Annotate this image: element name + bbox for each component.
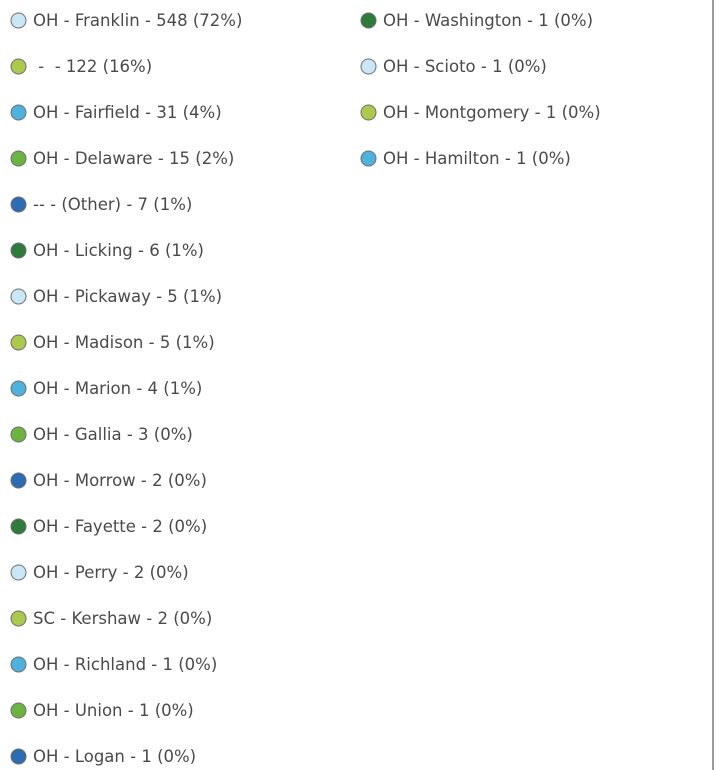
swatch-dot — [10, 518, 27, 534]
legend-swatch — [10, 380, 27, 396]
legend-swatch — [10, 656, 27, 672]
legend-label: OH - Pickaway - 5 (1%) — [33, 286, 223, 306]
legend-label: OH - Fayette - 2 (0%) — [33, 516, 208, 536]
legend-label: -- - (Other) - 7 (1%) — [33, 194, 193, 214]
legend-item: - - 122 (16%) — [10, 54, 152, 78]
legend-swatch — [10, 242, 27, 258]
legend-item: OH - Richland - 1 (0%) — [10, 652, 217, 676]
legend-label: SC - Kershaw - 2 (0%) — [33, 608, 213, 628]
legend-item: OH - Franklin - 548 (72%) — [10, 8, 242, 32]
legend-label: OH - Logan - 1 (0%) — [33, 746, 197, 766]
legend-swatch — [10, 58, 27, 74]
swatch-dot — [10, 58, 27, 74]
legend-label: OH - Richland - 1 (0%) — [33, 654, 218, 674]
legend-item: OH - Pickaway - 5 (1%) — [10, 284, 222, 308]
swatch-dot — [360, 58, 377, 74]
legend-item: OH - Gallia - 3 (0%) — [10, 422, 193, 446]
legend-swatch — [10, 518, 27, 534]
swatch-dot — [10, 610, 27, 626]
legend-label: - - 122 (16%) — [33, 56, 153, 76]
legend-item: OH - Union - 1 (0%) — [10, 698, 194, 722]
swatch-dot — [360, 12, 377, 28]
legend-label: OH - Hamilton - 1 (0%) — [383, 148, 571, 168]
swatch-dot — [10, 564, 27, 580]
legend-item: OH - Montgomery - 1 (0%) — [360, 100, 601, 124]
legend-label: OH - Scioto - 1 (0%) — [383, 56, 547, 76]
legend-swatch — [10, 472, 27, 488]
legend-swatch — [10, 702, 27, 718]
swatch-dot — [360, 104, 377, 120]
swatch-dot — [10, 426, 27, 442]
legend-swatch — [10, 426, 27, 442]
legend-item: OH - Logan - 1 (0%) — [10, 744, 196, 768]
legend-label: OH - Montgomery - 1 (0%) — [383, 102, 601, 122]
legend-swatch — [10, 334, 27, 350]
swatch-dot — [10, 104, 27, 120]
legend-swatch — [10, 150, 27, 166]
legend-swatch — [360, 150, 377, 166]
legend-item: OH - Perry - 2 (0%) — [10, 560, 189, 584]
legend-item: OH - Morrow - 2 (0%) — [10, 468, 207, 492]
legend-item: OH - Washington - 1 (0%) — [360, 8, 593, 32]
legend-item: OH - Madison - 5 (1%) — [10, 330, 215, 354]
legend-label: OH - Madison - 5 (1%) — [33, 332, 215, 352]
legend-swatch — [10, 12, 27, 28]
legend-label: OH - Franklin - 548 (72%) — [33, 10, 243, 30]
legend-item: OH - Fayette - 2 (0%) — [10, 514, 207, 538]
legend-item: SC - Kershaw - 2 (0%) — [10, 606, 212, 630]
legend-item: OH - Fairfield - 31 (4%) — [10, 100, 222, 124]
legend-swatch — [10, 610, 27, 626]
legend-label: OH - Delaware - 15 (2%) — [33, 148, 235, 168]
legend-label: OH - Perry - 2 (0%) — [33, 562, 189, 582]
swatch-dot — [10, 288, 27, 304]
legend-item: -- - (Other) - 7 (1%) — [10, 192, 192, 216]
swatch-dot — [360, 150, 377, 166]
legend-swatch — [10, 104, 27, 120]
legend-item: OH - Hamilton - 1 (0%) — [360, 146, 571, 170]
swatch-dot — [10, 150, 27, 166]
swatch-dot — [10, 334, 27, 350]
swatch-dot — [10, 472, 27, 488]
legend-label: OH - Marion - 4 (1%) — [33, 378, 203, 398]
swatch-dot — [10, 242, 27, 258]
legend-item: OH - Licking - 6 (1%) — [10, 238, 204, 262]
legend-swatch — [360, 12, 377, 28]
legend-label: OH - Morrow - 2 (0%) — [33, 470, 207, 490]
legend-swatch — [10, 288, 27, 304]
legend-label: OH - Union - 1 (0%) — [33, 700, 194, 720]
swatch-dot — [10, 748, 27, 764]
swatch-dot — [10, 380, 27, 396]
legend-swatch — [10, 748, 27, 764]
swatch-dot — [10, 12, 27, 28]
swatch-dot — [10, 656, 27, 672]
legend-swatch — [360, 58, 377, 74]
legend-label: OH - Washington - 1 (0%) — [383, 10, 594, 30]
legend-label: OH - Licking - 6 (1%) — [33, 240, 204, 260]
swatch-dot — [10, 196, 27, 212]
legend-swatch — [10, 196, 27, 212]
legend-label: OH - Gallia - 3 (0%) — [33, 424, 193, 444]
swatch-dot — [10, 702, 27, 718]
legend-item: OH - Scioto - 1 (0%) — [360, 54, 547, 78]
legend-swatch — [360, 104, 377, 120]
legend-label: OH - Fairfield - 31 (4%) — [33, 102, 222, 122]
legend-item: OH - Marion - 4 (1%) — [10, 376, 202, 400]
legend-swatch — [10, 564, 27, 580]
legend-item: OH - Delaware - 15 (2%) — [10, 146, 234, 170]
